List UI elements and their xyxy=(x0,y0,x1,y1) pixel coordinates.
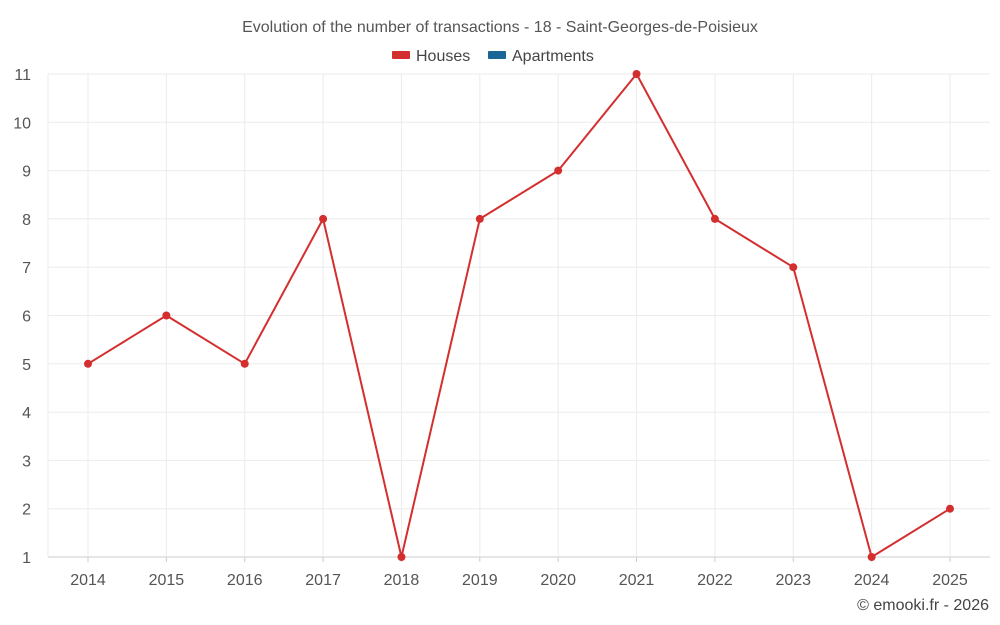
y-tick-label: 9 xyxy=(22,164,31,181)
x-tick-label: 2022 xyxy=(697,572,733,589)
x-axis: 2014 2015 2016 2017 2018 2019 2020 2021 2022 2023… xyxy=(70,557,968,589)
legend-item-houses[interactable]: Houses xyxy=(392,48,470,65)
data-point[interactable] xyxy=(632,70,641,78)
legend-swatch-apartments xyxy=(488,51,506,59)
data-point[interactable] xyxy=(789,263,798,272)
x-tick-label: 2019 xyxy=(462,572,498,589)
legend: Houses Apartments xyxy=(392,48,594,65)
y-axis: 1 2 3 4 5 6 7 8 9 10 11 xyxy=(13,67,31,567)
y-tick-label: 4 xyxy=(22,405,31,422)
x-tick-label: 2020 xyxy=(540,572,576,589)
x-tick-label: 2021 xyxy=(619,572,655,589)
data-point[interactable] xyxy=(867,553,876,561)
y-tick-label: 1 xyxy=(22,550,31,567)
data-point[interactable] xyxy=(554,166,563,175)
y-tick-label: 10 xyxy=(13,115,31,132)
credit-text: © emooki.fr - 2026 xyxy=(857,597,989,614)
y-tick-label: 7 xyxy=(22,260,31,277)
x-tick-label: 2018 xyxy=(384,572,420,589)
y-tick-label: 3 xyxy=(22,453,31,470)
x-tick-label: 2025 xyxy=(932,572,968,589)
data-point[interactable] xyxy=(475,214,484,223)
x-tick-label: 2024 xyxy=(854,572,890,589)
y-tick-label: 6 xyxy=(22,309,31,326)
chart-title: Evolution of the number of transactions … xyxy=(242,19,758,36)
data-point[interactable] xyxy=(946,504,954,513)
x-tick-label: 2023 xyxy=(775,572,811,589)
y-tick-label: 2 xyxy=(22,502,31,519)
y-tick-label: 8 xyxy=(22,212,31,229)
data-point[interactable] xyxy=(240,359,249,368)
x-tick-label: 2014 xyxy=(70,572,106,589)
grid xyxy=(47,73,990,558)
series-houses xyxy=(84,70,954,561)
data-point[interactable] xyxy=(397,553,406,561)
data-point[interactable] xyxy=(162,311,171,320)
data-point[interactable] xyxy=(84,359,92,368)
legend-item-apartments[interactable]: Apartments xyxy=(488,48,594,65)
y-tick-label: 11 xyxy=(14,67,31,84)
legend-swatch-houses xyxy=(392,51,410,59)
x-tick-label: 2017 xyxy=(305,572,341,589)
y-tick-label: 5 xyxy=(22,357,31,374)
x-tick-label: 2016 xyxy=(227,572,263,589)
x-tick-label: 2015 xyxy=(149,572,185,589)
legend-label-houses: Houses xyxy=(416,48,470,65)
series-line xyxy=(87,73,951,558)
data-point[interactable] xyxy=(710,214,719,223)
legend-label-apartments: Apartments xyxy=(512,48,594,65)
data-point[interactable] xyxy=(319,214,328,223)
